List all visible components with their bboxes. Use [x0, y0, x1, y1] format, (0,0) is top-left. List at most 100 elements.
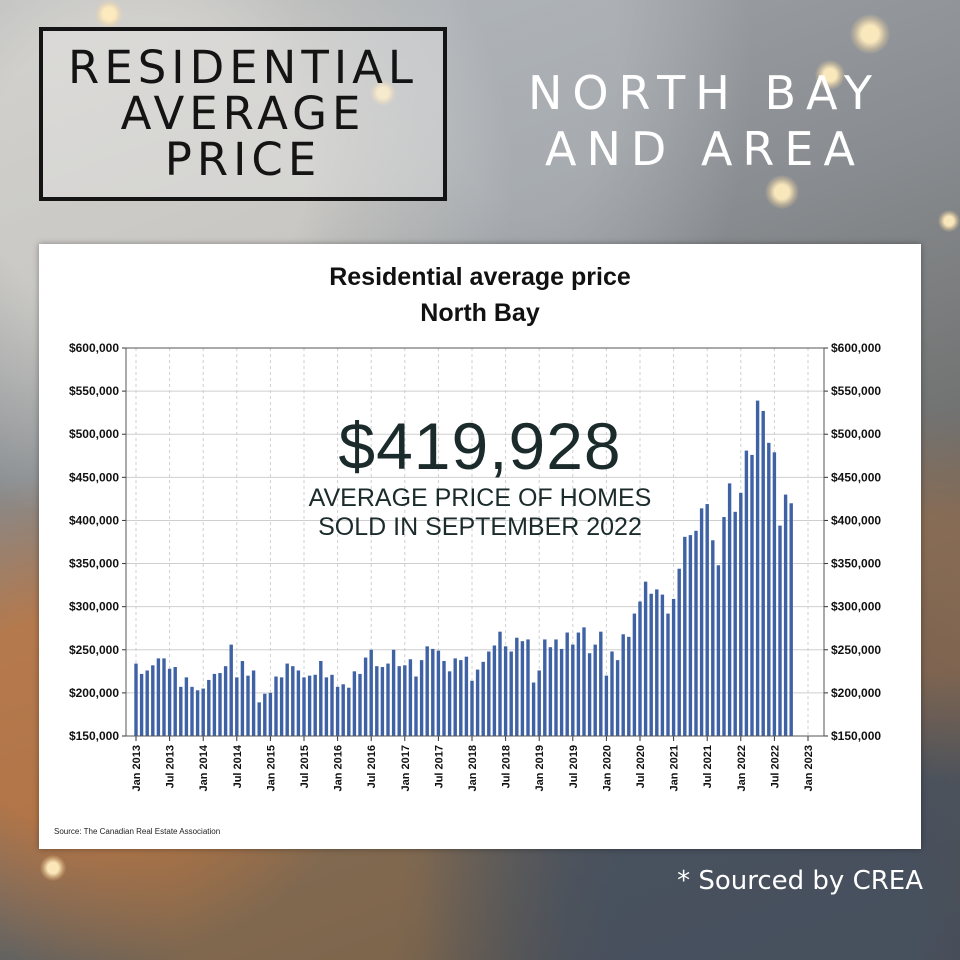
- y-tick-label-right: $600,000: [831, 341, 881, 355]
- bar: [229, 644, 233, 736]
- bar: [727, 483, 732, 736]
- x-tick-label: Jan 2014: [198, 744, 210, 791]
- bar: [257, 702, 261, 736]
- bar: [559, 648, 564, 736]
- headline-line-3: PRICE: [164, 133, 322, 186]
- bar: [330, 674, 334, 736]
- y-tick-label-right: $300,000: [831, 600, 881, 614]
- bar: [615, 660, 620, 736]
- x-tick-label: Jul 2019: [568, 745, 580, 788]
- bar: [207, 679, 211, 736]
- bar: [218, 673, 222, 736]
- bar: [761, 410, 765, 736]
- bar: [279, 677, 284, 736]
- bar: [778, 525, 782, 736]
- bar: [341, 684, 345, 736]
- chart-subtitle: North Bay: [420, 299, 540, 327]
- x-tick-label: Jan 2021: [669, 745, 681, 791]
- area-title-line-2: AND AREA: [545, 122, 865, 176]
- bar: [587, 653, 592, 736]
- y-tick-label-left: $300,000: [69, 600, 119, 614]
- bar: [167, 668, 172, 736]
- bar: [307, 675, 312, 736]
- bar: [285, 663, 289, 736]
- bar: [363, 657, 368, 736]
- bar: [526, 639, 530, 736]
- bar: [739, 492, 743, 736]
- bar: [481, 661, 485, 736]
- bar: [503, 646, 508, 736]
- bar: [755, 400, 760, 736]
- bar: [190, 686, 194, 736]
- bar: [783, 494, 788, 736]
- bar: [554, 639, 558, 736]
- bar: [447, 671, 452, 736]
- bar: [223, 666, 228, 736]
- chart-card: Residential average price North Bay $150,0…: [39, 244, 921, 849]
- bar: [347, 687, 351, 736]
- bar: [212, 673, 217, 736]
- caption-line-1: AVERAGE PRICE OF HOMES: [308, 484, 652, 512]
- bar: [487, 651, 491, 736]
- area-title-line-1: NORTH BAY: [527, 66, 883, 120]
- bar: [358, 673, 362, 736]
- x-tick-label: Jan 2017: [400, 745, 412, 791]
- x-tick-label: Jan 2015: [265, 745, 277, 791]
- bar: [520, 641, 525, 736]
- bar: [531, 682, 536, 736]
- bar: [750, 454, 754, 736]
- bar: [380, 667, 385, 736]
- bar: [733, 511, 737, 736]
- x-tick-label: Jul 2018: [501, 745, 513, 788]
- headline-price: $419,928: [338, 409, 622, 483]
- bar: [666, 613, 670, 736]
- caption-line-2: SOLD IN SEPTEMBER 2022: [318, 513, 642, 541]
- x-tick-label: Jan 2013: [131, 745, 143, 791]
- x-tick-label: Jul 2022: [769, 745, 781, 788]
- bar: [162, 658, 166, 736]
- x-tick-label: Jul 2016: [366, 745, 378, 788]
- bar: [593, 644, 597, 736]
- bar: [627, 636, 631, 736]
- bar: [151, 665, 155, 736]
- y-tick-label-right: $350,000: [831, 557, 881, 571]
- bar: [621, 634, 625, 736]
- bar: [565, 632, 569, 736]
- x-tick-label: Jan 2020: [601, 745, 613, 791]
- bar: [240, 660, 245, 736]
- bar: [201, 688, 205, 736]
- crea-note: * Sourced by CREA: [677, 866, 923, 896]
- bar: [414, 676, 418, 736]
- bar: [324, 677, 329, 736]
- bar: [425, 646, 429, 736]
- bar: [442, 660, 446, 736]
- bar: [408, 659, 413, 736]
- plot-frame: [125, 347, 825, 737]
- bar: [475, 669, 480, 736]
- bar: [386, 663, 390, 736]
- y-tick-label-right: $450,000: [831, 470, 881, 484]
- bar: [705, 504, 709, 736]
- bar: [683, 536, 687, 736]
- x-tick-label: Jul 2020: [635, 745, 647, 788]
- bar: [677, 568, 681, 736]
- bar: [335, 686, 340, 736]
- bar: [716, 565, 721, 736]
- bar: [436, 650, 441, 736]
- bar: [139, 673, 144, 736]
- bar: [173, 667, 177, 736]
- bar: [576, 632, 581, 736]
- headline-price-caption: AVERAGE PRICE OF HOMES SOLD IN SEPTEMBER…: [39, 484, 921, 542]
- bar: [470, 680, 474, 736]
- headline-box: RESIDENTIAL AVERAGE PRICE: [39, 27, 447, 201]
- bar: [403, 665, 407, 736]
- bar: [251, 670, 256, 736]
- x-tick-label: Jul 2017: [433, 745, 445, 788]
- x-tick-label: Jan 2019: [534, 745, 546, 791]
- y-tick-label-left: $150,000: [69, 729, 119, 743]
- bar: [195, 690, 200, 736]
- x-tick-label: Jul 2014: [232, 744, 244, 788]
- bar: [352, 671, 357, 736]
- bar: [537, 670, 541, 736]
- bar: [509, 651, 513, 736]
